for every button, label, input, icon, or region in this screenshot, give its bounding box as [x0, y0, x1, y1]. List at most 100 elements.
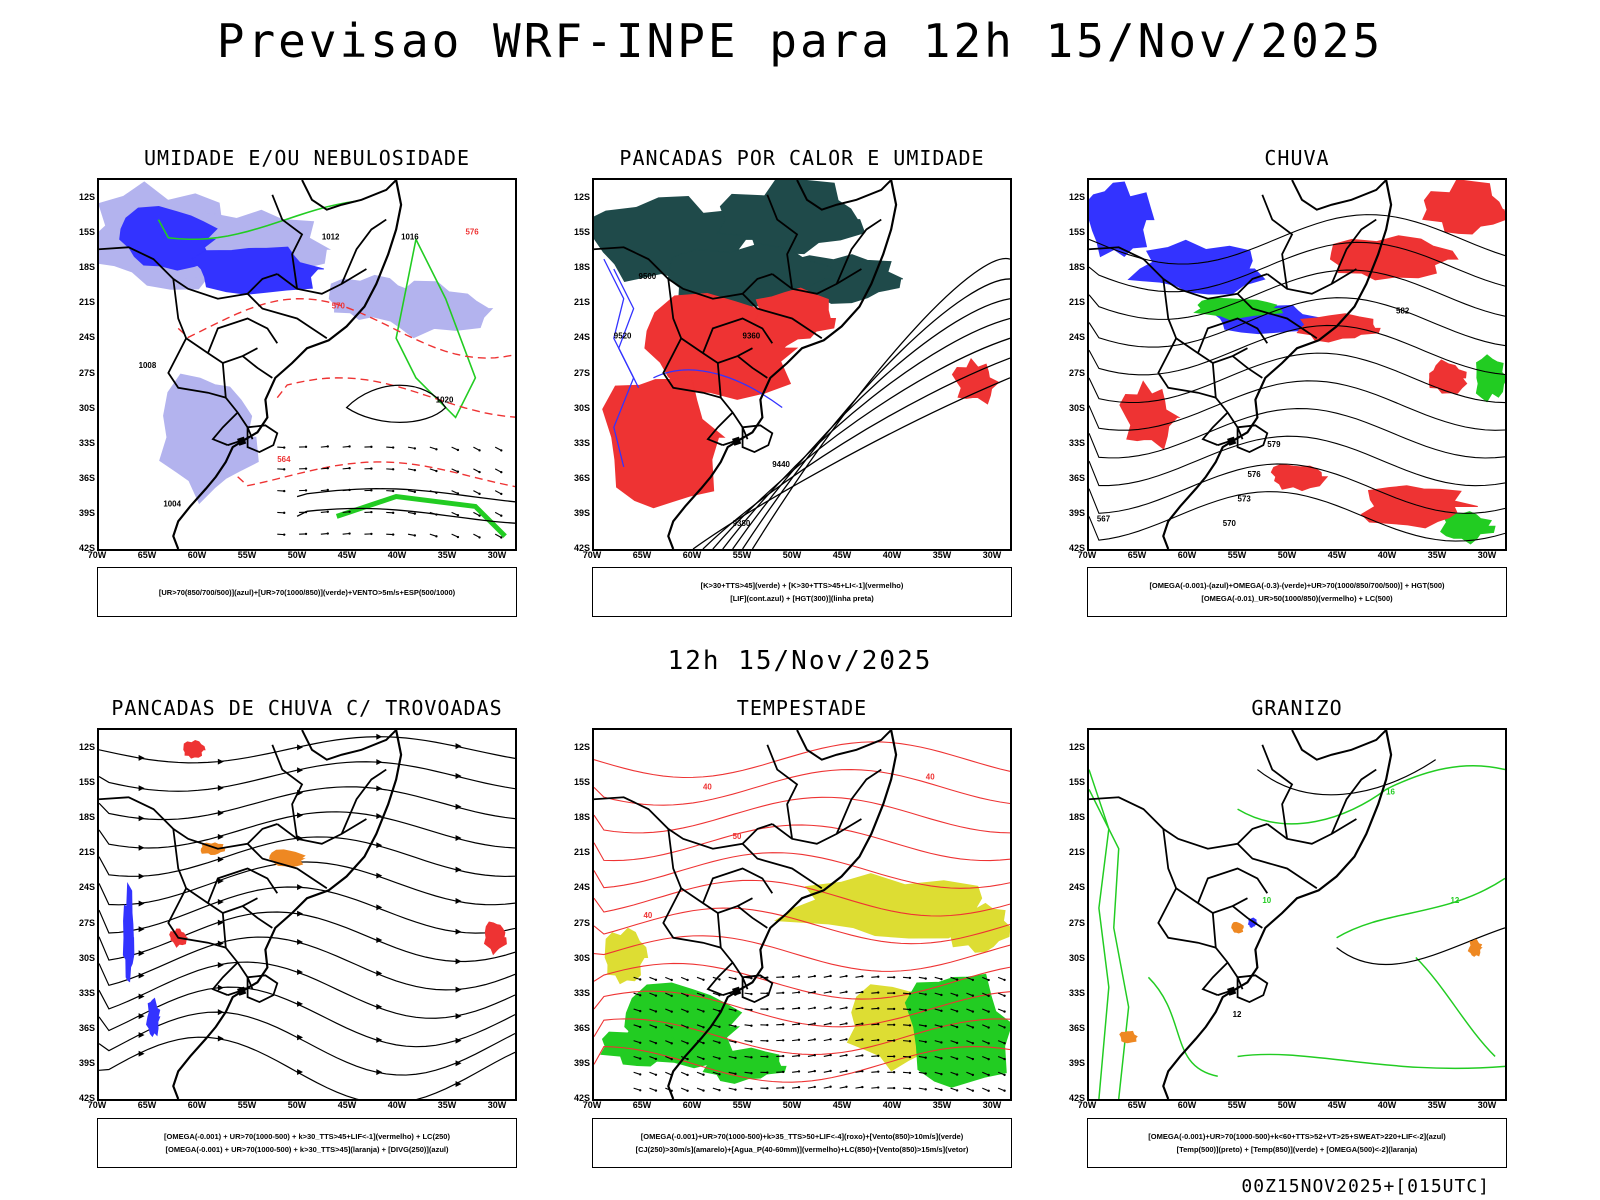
panel-legend: [OMEGA(-0.001)+UR>70(1000-500)+k<60+TTS>… [1087, 1118, 1507, 1168]
latitude-tick: 18S [573, 262, 590, 273]
longitude-tick: 30W [1477, 1100, 1497, 1110]
country-border [667, 828, 753, 915]
longitude-tick: 50W [1277, 1100, 1297, 1110]
longitude-tick: 45W [1327, 550, 1347, 560]
streamline-arrow [376, 937, 383, 944]
country-border [1232, 905, 1263, 929]
streamline-arrow [297, 1069, 304, 1075]
latitude-tick: 12S [1068, 192, 1085, 202]
country-border [227, 431, 258, 446]
wind-250-streamline [99, 886, 515, 934]
legend-line: [CJ(250)>30m/s](amarelo)+[Agua_P(40-60mm… [635, 1145, 969, 1154]
geopotential-contour [712, 337, 1010, 549]
contour-label: 582 [1396, 307, 1410, 316]
thickness-contour [276, 377, 515, 418]
latitude-tick: 18S [78, 812, 95, 823]
country-border [167, 337, 227, 399]
streamline-arrow [217, 898, 224, 905]
streamline-arrow [297, 969, 304, 976]
country-border [1236, 424, 1269, 454]
streamline-arrow [138, 900, 145, 907]
streamline-arrow [297, 910, 304, 917]
latitude-tick: 39S [78, 1057, 95, 1068]
longitude-tick: 70W [1077, 550, 1097, 560]
country-border [716, 362, 749, 440]
country-border [1162, 828, 1248, 915]
panel-title: UMIDADE E/OU NEBULOSIDADE [143, 146, 471, 170]
strong-ascent-area [1193, 297, 1284, 321]
streamline-850 [594, 962, 1010, 1000]
streamline-arrow [138, 993, 145, 1000]
latitude-tick: 36S [78, 472, 95, 483]
streamline-arrow [376, 733, 383, 740]
forecast-map: 1012 1016 1020 1008 1004 570 564 576 [97, 178, 517, 551]
longitude-tick: 60W [187, 1100, 207, 1110]
latitude-tick: 27S [78, 917, 95, 928]
country-border [99, 796, 278, 850]
contour-label: 1004 [163, 499, 181, 508]
latitude-tick: 15S [78, 227, 95, 238]
latitude-tick: 27S [573, 367, 590, 378]
streamline-850 [594, 935, 1010, 972]
streamline-arrow [138, 926, 145, 933]
contour-label: 40 [644, 911, 653, 920]
temp-500-contour [1336, 927, 1505, 966]
divergence-area [122, 881, 135, 983]
latitude-tick: 36S [78, 1022, 95, 1033]
streamline-arrow [138, 754, 145, 761]
geopotential-500-streamline [1089, 380, 1505, 431]
country-border [1089, 796, 1268, 850]
streamline-arrow [455, 898, 462, 904]
streamline-arrow [217, 758, 224, 765]
country-border [1266, 818, 1357, 845]
country-border [1197, 867, 1269, 904]
country-border [722, 431, 753, 446]
streamline-850 [594, 1046, 1010, 1083]
contour-label: 1016 [401, 232, 419, 241]
convection-area-red [483, 921, 507, 956]
streamline-arrow [217, 1009, 224, 1016]
rain-area [1119, 380, 1181, 450]
streamline-arrow [455, 743, 462, 750]
latitude-tick: 27S [573, 917, 590, 928]
legend-line: [OMEGA(-0.001)+UR>70(1000-500)+k>35_TTS>… [640, 1132, 964, 1141]
country-border [1089, 246, 1268, 300]
coastline [796, 730, 892, 761]
coastline [1162, 730, 1393, 1099]
country-border [741, 293, 823, 340]
country-border [246, 974, 279, 1004]
panel-legend: [OMEGA(-0.001)+UR>70(1000-500)+k>35_TTS>… [592, 1118, 1012, 1168]
longitude-tick: 30W [982, 550, 1002, 560]
streamline-arrow [376, 1036, 383, 1043]
legend-line: [OMEGA(-0.001)-(azul)+OMEGA(-0.3)-(verde… [1149, 581, 1445, 590]
longitude-tick: 55W [1227, 550, 1247, 560]
streamline-arrow [297, 767, 304, 774]
longitude-tick: 60W [187, 550, 207, 560]
instability-area-red [951, 357, 1000, 405]
streamline-850 [594, 907, 1010, 945]
latitude-tick: 12S [573, 742, 590, 752]
longitude-tick: 50W [782, 1100, 802, 1110]
strong-ascent-area [1475, 354, 1505, 403]
country-border [207, 317, 279, 354]
streamline-850 [594, 796, 1010, 834]
country-border [227, 981, 258, 996]
rain-area [1422, 180, 1505, 235]
coastline [172, 180, 403, 549]
streamline-arrow [138, 844, 145, 851]
instability-area-green [716, 180, 866, 255]
coastline [301, 180, 397, 211]
country-border [741, 424, 774, 454]
latitude-tick: 18S [573, 812, 590, 823]
thickness-contour [177, 298, 515, 359]
longitude-tick: 55W [732, 550, 752, 560]
geopotential-500-streamline [1089, 241, 1505, 293]
streamline-arrow [455, 986, 462, 993]
latitude-tick: 15S [1068, 227, 1085, 238]
longitude-tick: 30W [487, 1100, 507, 1110]
country-border [167, 887, 227, 949]
forecast-map: 582 579 576 573 570 567 [1087, 178, 1507, 551]
latitude-tick: 15S [573, 777, 590, 788]
coastline [1162, 180, 1393, 549]
legend-line: [K>30+TTS>45](verde) + [K>30+TTS>45+LI<-… [700, 581, 904, 590]
